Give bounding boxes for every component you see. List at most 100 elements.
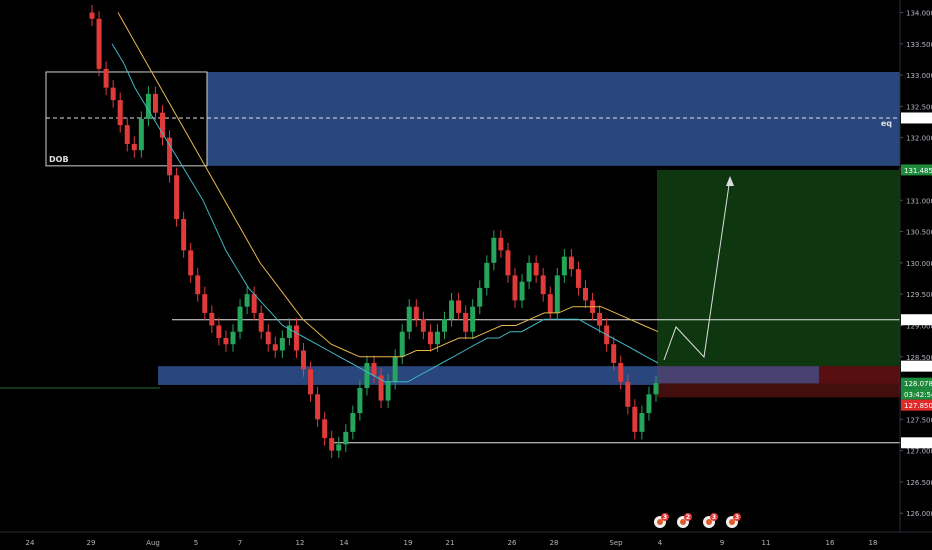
position-entry-zone (657, 366, 819, 384)
candle-body (216, 325, 222, 338)
candle-body (519, 281, 525, 301)
candle-body (124, 125, 130, 144)
candle-body (145, 93, 151, 119)
projection-arrowhead (726, 176, 734, 186)
candle-body (343, 431, 349, 445)
demand-zone (158, 366, 660, 385)
event-count-badge (684, 513, 692, 521)
event-count: 3 (712, 514, 716, 521)
candle-body (167, 137, 173, 176)
moving-averages-layer (111, 12, 659, 383)
candle-body (547, 294, 553, 313)
x-tick-label: 18 (869, 539, 878, 547)
candle-body (301, 350, 306, 370)
x-tick-label: 26 (508, 539, 517, 547)
price-label-box (901, 314, 932, 326)
candle-body (103, 68, 109, 88)
candle-body (244, 294, 250, 307)
event-count: 3 (735, 514, 739, 521)
candle-body (329, 438, 335, 451)
candle-body (364, 363, 370, 389)
candle-body (477, 287, 483, 307)
candle-body (463, 312, 469, 332)
candle-body (117, 100, 123, 126)
candle-body (632, 406, 638, 432)
candle-body (96, 18, 102, 69)
event-flag-icon (680, 519, 686, 525)
ma-fast-line (111, 43, 659, 383)
candle-body (456, 300, 462, 313)
candle-body (526, 262, 532, 282)
stop-zone-extension (819, 366, 900, 384)
dob-box (45, 71, 208, 167)
candle-body (181, 219, 187, 251)
y-tick-label: 127.500 (906, 416, 932, 424)
time-axis[interactable]: 24 29 Aug 5 7 12 14 19 21 26 28 Sep 4 9 11 16 18 (26, 539, 878, 547)
candle-body (618, 363, 624, 382)
candle-body (406, 306, 412, 332)
event-count: 2 (686, 514, 690, 521)
take-profit-zone (657, 169, 900, 367)
candle-body (258, 312, 264, 332)
event-marker[interactable]: 3 (726, 513, 741, 528)
candle-body (371, 363, 377, 376)
candle-body (611, 344, 617, 364)
event-marker[interactable]: 3 (703, 513, 718, 528)
price-labels: 131.485 129.092 128.350 128.078 03:42:54 127.… (901, 112, 932, 449)
candle-body (174, 175, 180, 220)
event-count: 3 (663, 514, 667, 521)
x-tick-label: 14 (340, 539, 349, 547)
candle-body (533, 262, 539, 276)
y-tick-label: 126.000 (906, 510, 932, 518)
candle-body (195, 275, 201, 295)
price-label: 128.078 (904, 380, 932, 388)
candle-body (575, 269, 581, 288)
x-tick-label: 19 (404, 539, 413, 547)
x-tick-label: 11 (762, 539, 771, 547)
candle-body (491, 237, 497, 263)
y-tick-label: 126.500 (906, 479, 932, 487)
candle-body (484, 262, 490, 288)
candle-body (202, 294, 208, 313)
candle-body (442, 319, 447, 332)
event-count-badge (661, 513, 669, 521)
candle-body (230, 331, 236, 345)
event-flag-icon (729, 519, 735, 525)
price-label-box (901, 164, 932, 176)
y-tick-label: 133.500 (906, 41, 932, 49)
candle-body (152, 93, 158, 113)
event-markers[interactable]: 3 2 3 3 (654, 513, 741, 528)
event-flag-icon (657, 519, 663, 525)
price-label-box (901, 377, 932, 389)
candle-body (653, 383, 659, 395)
y-tick-label: 130.000 (906, 260, 932, 268)
price-label: 127.125 (904, 440, 932, 448)
x-tick-label: 4 (658, 539, 663, 547)
price-label-box (901, 360, 932, 372)
candle-body (639, 413, 645, 432)
event-marker[interactable]: 2 (677, 513, 692, 528)
price-label: 128.350 (904, 363, 932, 371)
y-tick-label: 129.500 (906, 291, 932, 299)
y-tick-label: 134.000 (906, 10, 932, 18)
price-label-box (901, 112, 932, 124)
candle-body (505, 250, 511, 276)
supply-zone (207, 71, 900, 166)
x-tick-label: 12 (296, 539, 305, 547)
y-tick-label: 127.000 (906, 448, 932, 456)
x-tick-label: 24 (26, 539, 35, 547)
candle-body (625, 381, 631, 407)
candle-body (293, 325, 299, 351)
candle-body (336, 444, 342, 451)
y-tick-label: 129.000 (906, 322, 932, 330)
candle-body (209, 312, 215, 326)
candle-body (413, 306, 419, 320)
candle-body (350, 413, 356, 432)
x-tick-label: 9 (720, 539, 724, 547)
candle-body (131, 143, 137, 151)
candle-body (308, 369, 314, 395)
event-marker[interactable]: 3 (654, 513, 669, 528)
x-tick-label: Aug (146, 539, 160, 547)
drawings-layer (663, 176, 734, 361)
